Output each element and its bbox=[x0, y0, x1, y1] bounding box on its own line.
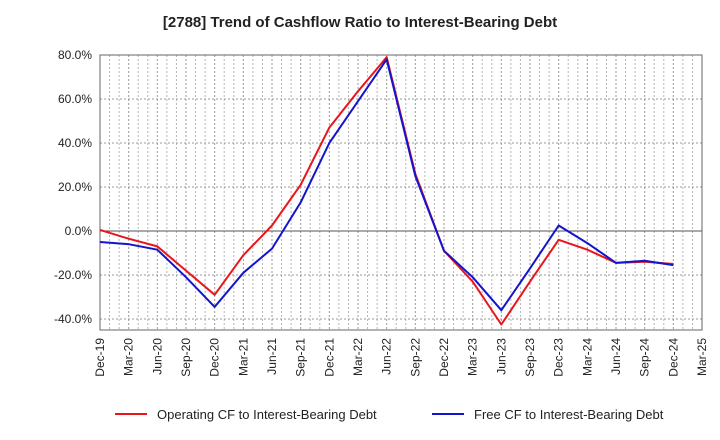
x-tick-label: Dec-23 bbox=[552, 338, 566, 377]
x-tick-label: Jun-24 bbox=[609, 338, 623, 375]
legend-label-1: Operating CF to Interest-Bearing Debt bbox=[157, 407, 377, 422]
y-tick-label: -40.0% bbox=[54, 312, 92, 326]
x-tick-label: Dec-21 bbox=[322, 338, 336, 377]
y-tick-label: 20.0% bbox=[58, 180, 92, 194]
legend-label-2: Free CF to Interest-Bearing Debt bbox=[474, 407, 664, 422]
y-tick-label: 80.0% bbox=[58, 48, 92, 62]
x-tick-label: Dec-20 bbox=[208, 338, 222, 377]
chart-title: [2788] Trend of Cashflow Ratio to Intere… bbox=[162, 14, 558, 31]
y-tick-label: 60.0% bbox=[58, 92, 92, 106]
x-tick-label: Mar-20 bbox=[122, 338, 136, 376]
x-tick-label: Jun-22 bbox=[380, 338, 394, 375]
y-tick-label: 0.0% bbox=[65, 224, 93, 238]
series-line-1 bbox=[99, 56, 674, 326]
x-tick-label: Mar-21 bbox=[236, 338, 250, 376]
x-tick-label: Dec-19 bbox=[93, 338, 107, 377]
series-line-2 bbox=[99, 58, 674, 312]
x-tick-label: Sep-23 bbox=[523, 338, 537, 377]
x-tick-label: Jun-20 bbox=[150, 338, 164, 375]
x-tick-label: Mar-24 bbox=[580, 338, 594, 376]
y-tick-label: -20.0% bbox=[54, 268, 92, 282]
plot-border bbox=[99, 54, 703, 331]
y-tick-label: 40.0% bbox=[58, 136, 92, 150]
x-tick-label: Sep-24 bbox=[638, 338, 652, 377]
x-tick-label: Dec-24 bbox=[666, 338, 680, 377]
x-tick-label: Mar-25 bbox=[695, 338, 709, 376]
x-tick-label: Sep-22 bbox=[408, 338, 422, 377]
x-tick-label: Sep-20 bbox=[179, 338, 193, 377]
x-tick-label: Sep-21 bbox=[294, 338, 308, 377]
x-tick-label: Jun-23 bbox=[494, 338, 508, 375]
x-tick-label: Mar-23 bbox=[466, 338, 480, 376]
x-tick-label: Jun-21 bbox=[265, 338, 279, 375]
x-tick-label: Mar-22 bbox=[351, 338, 365, 376]
x-tick-label: Dec-22 bbox=[437, 338, 451, 377]
